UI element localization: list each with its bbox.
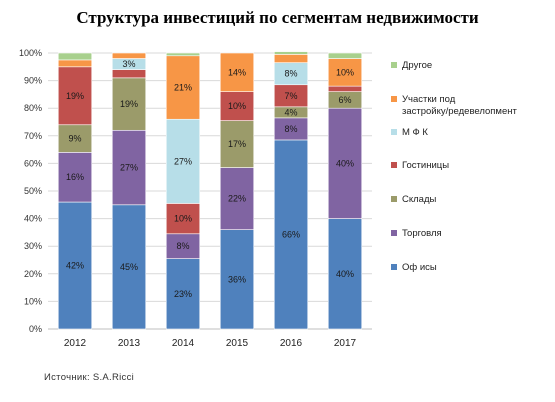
legend-swatch: [391, 62, 397, 68]
bar-segment: [57, 59, 93, 68]
data-label: 22%: [228, 194, 246, 204]
y-tick-label: 30%: [24, 241, 42, 251]
data-label: 19%: [120, 99, 138, 109]
bar-segment: [219, 52, 255, 92]
data-label: 21%: [174, 83, 192, 93]
data-labels: 42% 16% 9% 19% 45% 27% 19% 3% 23% 8% 10% 27% 21% 36% 2…: [66, 59, 354, 299]
bar-segment: [273, 51, 309, 55]
legend: Другое Участки подзастройку/редевелопмент…: [391, 60, 517, 273]
bar-segment: [111, 77, 147, 131]
data-label: 23%: [174, 289, 192, 299]
bar-segment: [57, 52, 93, 61]
y-tick-label: 50%: [24, 186, 42, 196]
legend-swatch: [391, 162, 397, 168]
legend-label: Другое: [402, 60, 432, 71]
y-tick-label: 10%: [24, 296, 42, 306]
bar-segment: [165, 118, 201, 204]
x-tick-label: 2012: [64, 338, 87, 349]
data-label: 40%: [336, 269, 354, 279]
bar-segment: [273, 139, 309, 330]
y-tick-label: 60%: [24, 158, 42, 168]
bar-segment: [327, 85, 363, 92]
data-label: 45%: [120, 262, 138, 272]
bar-segment: [111, 69, 147, 79]
x-tick-label: 2015: [226, 338, 249, 349]
legend-swatch: [391, 96, 397, 102]
x-axis-ticks: 2012 2013 2014 2015 2016 2017: [64, 338, 357, 349]
legend-swatch: [391, 129, 397, 135]
bar-segment: [273, 54, 309, 63]
x-tick-label: 2017: [334, 338, 357, 349]
bar-segment: [165, 258, 201, 330]
y-tick-label: 100%: [19, 48, 42, 58]
data-label: 27%: [174, 156, 192, 166]
x-tick-label: 2016: [280, 338, 303, 349]
data-label: 17%: [228, 139, 246, 149]
data-label: 7%: [284, 91, 297, 101]
data-label: 8%: [176, 241, 189, 251]
data-label: 10%: [228, 101, 246, 111]
data-label: 27%: [120, 163, 138, 173]
bar-segment: [111, 129, 147, 206]
bar-segment: [327, 52, 363, 59]
data-label: 8%: [284, 124, 297, 134]
gridlines: [48, 52, 372, 330]
y-tick-label: 70%: [24, 131, 42, 141]
bar-segment: [327, 107, 363, 219]
y-tick-label: 20%: [24, 269, 42, 279]
legend-label: Склады: [402, 194, 436, 205]
data-label: 14%: [228, 67, 246, 77]
legend-label: Гостиницы: [402, 160, 449, 171]
data-label: 19%: [66, 91, 84, 101]
bar-segment: [165, 55, 201, 120]
legend-swatch: [391, 264, 397, 270]
bar-segment: [165, 52, 201, 57]
source-note: Источник: S.A.Ricci: [44, 372, 135, 383]
bar-segment: [219, 167, 255, 230]
bar-segment: [219, 120, 255, 168]
bar-segment: [327, 218, 363, 330]
data-label: 42%: [66, 261, 84, 271]
y-tick-label: 0%: [29, 324, 42, 334]
y-axis-ticks: 0% 10% 20% 30% 40% 50% 60% 70% 80% 90% 100%: [19, 48, 42, 334]
data-label: 10%: [174, 214, 192, 224]
legend-label: застройку/редевелопмент: [402, 106, 517, 117]
legend-label: Участки под: [402, 94, 456, 105]
x-tick-label: 2014: [172, 338, 195, 349]
legend-label: Торговля: [402, 228, 442, 239]
x-tick-label: 2013: [118, 338, 141, 349]
bar-segment: [111, 204, 147, 330]
legend-swatch: [391, 196, 397, 202]
bars: [57, 51, 363, 330]
data-label: 8%: [284, 69, 297, 79]
legend-label: М Ф К: [402, 127, 428, 138]
data-label: 16%: [66, 172, 84, 182]
data-label: 9%: [68, 134, 81, 144]
data-label: 66%: [282, 229, 300, 239]
bar-segment: [165, 203, 201, 235]
data-label: 40%: [336, 158, 354, 168]
data-label: 4%: [284, 107, 297, 117]
data-label: 10%: [336, 67, 354, 77]
data-label: 6%: [338, 95, 351, 105]
chart-title: Структура инвестиций по сегментам недвиж…: [76, 8, 479, 27]
bar-segment: [111, 52, 147, 59]
data-label: 36%: [228, 274, 246, 284]
y-tick-label: 80%: [24, 103, 42, 113]
legend-label: Оф исы: [402, 262, 437, 273]
data-label: 3%: [122, 59, 135, 69]
y-tick-label: 90%: [24, 76, 42, 86]
bar-segment: [165, 233, 201, 259]
legend-swatch: [391, 230, 397, 236]
y-tick-label: 40%: [24, 214, 42, 224]
